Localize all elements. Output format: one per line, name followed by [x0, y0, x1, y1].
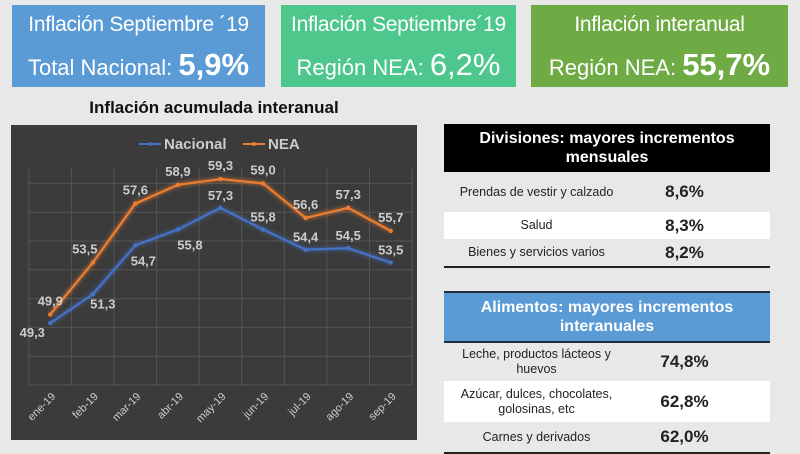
data-point	[345, 205, 351, 211]
table-row: Leche, productos lácteos y huevos 74,8%	[444, 343, 770, 381]
kpi-nacional: Inflación Septiembre ´19 Total Nacional:…	[12, 5, 265, 87]
kpi-label: Región NEA:	[548, 55, 683, 80]
chart-svg: ene-19 feb-19 mar-19 abr-19 may-19 jun-19 jul-…	[20, 136, 413, 425]
data-point	[218, 176, 223, 182]
table-row: Bienes y servicios varios 8,2%	[444, 239, 770, 268]
table-row: Azúcar, dulces, chocolates, golosinas, e…	[444, 381, 770, 422]
data-point	[388, 228, 393, 234]
table-row: Prendas de vestir y calzado 8,6%	[444, 172, 770, 212]
row-name: Azúcar, dulces, chocolates, golosinas, e…	[460, 386, 613, 416]
data-label: 59,0	[250, 162, 275, 177]
x-tick-label: abr-19	[155, 391, 186, 422]
data-label: 49,3	[20, 325, 45, 340]
data-point	[303, 247, 308, 252]
kpi-title: Inflación Septiembre ´19	[28, 13, 249, 36]
row-value: 62,0%	[660, 427, 709, 446]
kpi-label: Región NEA:	[296, 55, 430, 80]
data-point	[175, 227, 181, 232]
kpi-label: Total Nacional:	[27, 55, 179, 80]
row-name: Leche, productos lácteos y huevos	[462, 347, 611, 376]
row-value: 62,8%	[660, 391, 709, 411]
data-label: 54,5	[336, 228, 361, 243]
data-point	[218, 205, 223, 211]
data-label: 53,5	[378, 243, 403, 258]
table-row: Carnes y derivados 62,0%	[444, 422, 770, 454]
kpi-title: Inflación Septiembre´19	[291, 13, 506, 36]
x-tick-label: ene-19	[26, 391, 59, 424]
kpi-value: 55,7%	[682, 47, 771, 82]
data-label: 56,6	[293, 197, 318, 212]
row-value: 8,3%	[665, 215, 704, 235]
row-name: Bienes y servicios varios	[468, 245, 605, 259]
table-row: Salud 8,3%	[444, 212, 770, 239]
data-point	[303, 215, 308, 221]
data-point	[48, 312, 53, 317]
x-tick-label: may-19	[194, 391, 228, 425]
kpi-nea-mensual: Inflación Septiembre´19 Región NEA: 6,2%	[281, 5, 516, 87]
x-tick-label: mar-19	[110, 391, 143, 424]
line-chart: ene-19 feb-19 mar-19 abr-19 may-19 jun-19 jul-…	[11, 125, 417, 440]
data-label: 57,3	[336, 187, 361, 202]
row-name: Carnes y derivados	[482, 429, 591, 444]
data-point	[175, 182, 181, 188]
legend-label: Nacional	[164, 136, 227, 153]
data-label: 53,5	[72, 242, 97, 257]
data-label: 55,7	[378, 210, 403, 225]
data-point	[90, 292, 96, 297]
legend-marker	[148, 142, 152, 146]
data-label: 55,8	[250, 209, 275, 224]
data-point	[345, 246, 351, 251]
data-label: 49,9	[38, 293, 63, 308]
x-tick-label: feb-19	[70, 391, 101, 422]
chart-title: Inflación acumulada interanual	[89, 98, 339, 117]
row-value: 8,2%	[665, 242, 704, 262]
kpi-nea-interanual: Inflación interanual Región NEA: 55,7%	[531, 5, 788, 87]
data-label: 58,9	[165, 164, 190, 179]
table-header: Alimentos: mayores incrementos interanua…	[444, 291, 770, 343]
x-tick-label: ago-19	[324, 391, 357, 424]
data-label: 57,6	[123, 183, 148, 198]
data-label: 54,4	[293, 230, 319, 245]
kpi-value: 5,9%	[178, 47, 250, 82]
data-label: 54,7	[131, 253, 156, 268]
alimentos-table: Alimentos: mayores incrementos interanua…	[444, 291, 770, 454]
kpi-value: 6,2%	[429, 47, 501, 82]
divisiones-table: Divisiones: mayores incrementos mensuale…	[444, 124, 770, 268]
legend-marker	[252, 142, 256, 146]
data-point	[133, 243, 138, 248]
row-name: Salud	[520, 218, 553, 232]
row-name: Prendas de vestir y calzado	[459, 184, 614, 199]
row-value: 74,8%	[660, 352, 709, 371]
x-tick-label: jul-19	[286, 391, 314, 419]
x-tick-label: sep-19	[367, 391, 399, 423]
data-point	[133, 201, 138, 206]
data-point	[388, 260, 393, 265]
data-point	[48, 320, 53, 326]
data-label: 59,3	[208, 158, 233, 173]
legend-label: NEA	[268, 136, 300, 153]
data-label: 57,3	[208, 188, 233, 203]
data-label: 55,8	[177, 237, 202, 252]
table-header: Divisiones: mayores incrementos mensuale…	[444, 124, 770, 172]
row-value: 8,6%	[665, 182, 704, 201]
kpi-title: Inflación interanual	[574, 13, 745, 36]
data-point	[260, 181, 266, 186]
data-point	[90, 260, 96, 265]
x-tick-label: jun-19	[240, 391, 271, 422]
data-label: 51,3	[90, 296, 115, 311]
data-point	[260, 227, 266, 232]
